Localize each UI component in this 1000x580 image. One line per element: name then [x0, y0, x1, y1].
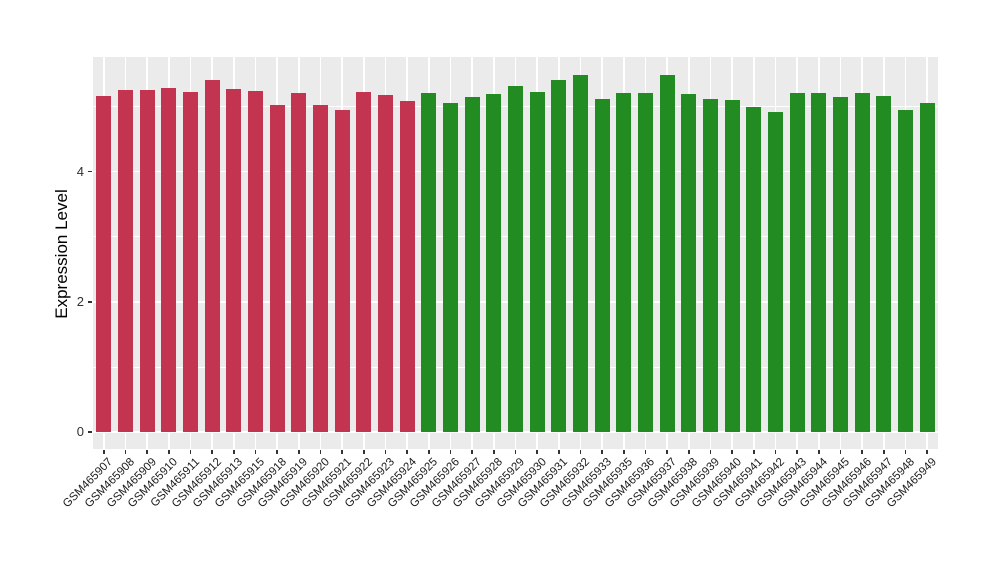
bar-GSM465915: [247, 90, 264, 433]
bar-GSM465909: [139, 90, 155, 433]
bar-GSM465947: [876, 96, 892, 433]
x-tick-mark: [449, 449, 452, 454]
bar-GSM465945: [832, 96, 849, 433]
bar-GSM465937: [659, 75, 675, 433]
y-tick-label: 2: [76, 293, 84, 309]
bar-GSM465928: [486, 94, 502, 433]
bar-GSM465935: [616, 93, 632, 433]
x-tick-mark: [558, 449, 560, 454]
bar-GSM465948: [897, 109, 914, 433]
bar-GSM465911: [182, 92, 199, 433]
bar-GSM465919: [291, 93, 307, 433]
bar-GSM465931: [551, 79, 567, 433]
x-tick-mark: [926, 449, 928, 454]
bar-GSM465929: [507, 85, 524, 433]
x-tick-mark: [709, 449, 712, 454]
y-tick-label: 0: [76, 424, 84, 440]
x-tick-mark: [493, 449, 495, 454]
bar-GSM465944: [811, 92, 827, 433]
x-tick-mark: [276, 449, 278, 454]
x-tick-mark: [666, 449, 668, 454]
x-tick-mark: [189, 449, 192, 454]
x-tick-mark: [904, 449, 907, 454]
x-tick-mark: [818, 449, 820, 454]
bar-GSM465925: [421, 92, 437, 433]
bar-GSM465908: [117, 90, 134, 433]
bar-GSM465949: [919, 102, 935, 433]
bar-GSM465942: [767, 111, 784, 433]
x-tick-mark: [514, 449, 517, 454]
bar-GSM465936: [637, 93, 654, 433]
bar-GSM465940: [724, 99, 740, 433]
x-tick-mark: [644, 449, 647, 454]
bar-GSM465943: [789, 92, 805, 433]
x-tick-mark: [168, 449, 170, 454]
bar-GSM465932: [572, 74, 589, 433]
bar-GSM465910: [161, 88, 177, 433]
x-tick-mark: [796, 449, 798, 454]
x-tick-mark: [536, 449, 538, 454]
x-tick-mark: [839, 449, 842, 454]
x-tick-mark: [601, 449, 603, 454]
x-tick-mark: [579, 449, 582, 454]
bar-GSM465924: [399, 101, 415, 433]
x-tick-mark: [211, 449, 213, 454]
x-tick-mark: [861, 449, 863, 454]
bar-GSM465926: [442, 103, 459, 433]
x-tick-mark: [406, 449, 408, 454]
bar-GSM465927: [464, 97, 480, 433]
x-tick-mark: [254, 449, 257, 454]
x-tick-mark: [731, 449, 733, 454]
x-tick-mark: [753, 449, 755, 454]
x-tick-mark: [146, 449, 148, 454]
y-tick-mark: [88, 170, 92, 173]
bar-GSM465921: [334, 110, 350, 433]
bar-GSM465920: [312, 104, 329, 433]
x-tick-mark: [428, 449, 430, 454]
x-tick-mark: [688, 449, 690, 454]
x-tick-mark: [233, 449, 235, 454]
x-tick-mark: [774, 449, 777, 454]
bar-GSM465938: [681, 94, 697, 433]
x-tick-mark: [103, 449, 105, 454]
x-tick-mark: [623, 449, 625, 454]
y-tick-mark: [88, 301, 92, 303]
x-tick-mark: [471, 449, 473, 454]
bar-GSM465912: [204, 80, 220, 433]
plot-panel: [93, 57, 938, 449]
bar-GSM465913: [226, 88, 242, 433]
x-tick-mark: [883, 449, 885, 454]
x-tick-mark: [384, 449, 387, 454]
bar-GSM465907: [96, 96, 112, 433]
x-tick-mark: [298, 449, 300, 454]
bar-GSM465930: [529, 91, 545, 433]
y-tick-label: 4: [76, 163, 84, 179]
y-axis-title: Expression Level: [52, 189, 71, 319]
bar-GSM465946: [854, 92, 870, 433]
bar-GSM465941: [746, 107, 762, 433]
bar-GSM465939: [702, 98, 719, 433]
y-tick-mark: [88, 431, 92, 433]
bar-GSM465922: [356, 92, 372, 433]
bar-GSM465918: [269, 104, 285, 433]
bar-GSM465933: [594, 99, 610, 433]
bar-GSM465923: [377, 94, 394, 433]
x-tick-mark: [341, 449, 343, 454]
x-tick-mark: [124, 449, 127, 454]
x-tick-mark: [319, 449, 322, 454]
x-tick-mark: [363, 449, 365, 454]
